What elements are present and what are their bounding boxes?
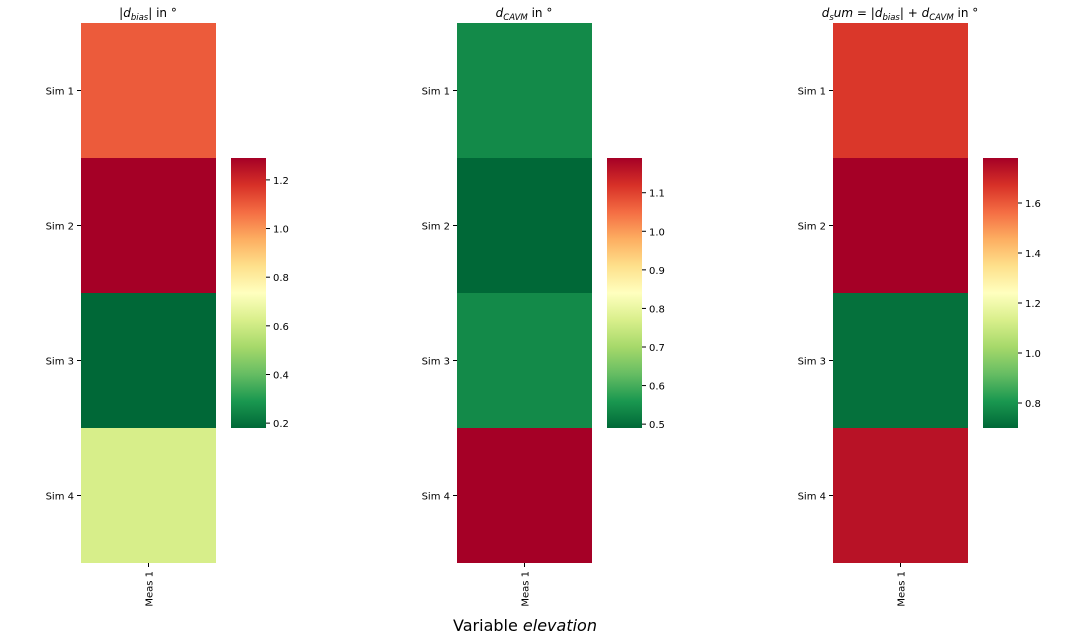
heatmap-cell (833, 158, 968, 293)
colorbar-tick-label: 1.6 (1025, 199, 1041, 210)
colorbar-tick-label: 1.1 (649, 189, 665, 200)
column-labels: Meas 1 (897, 563, 908, 607)
colorbar-tick-label: 1.2 (273, 176, 289, 187)
column-label: Meas 1 (897, 571, 908, 607)
heatmap-cell (457, 23, 592, 158)
heatmap-cell (833, 428, 968, 563)
colorbar-tick-label: 0.9 (649, 266, 665, 277)
heatmap-cell (81, 293, 216, 428)
colorbar-tick-label: 0.6 (273, 322, 289, 333)
figure-xlabel: Variable elevation (453, 616, 597, 635)
row-labels: Sim 1 Sim 2 Sim 3 Sim 4 (798, 87, 833, 503)
column-labels: Meas 1 (145, 563, 156, 607)
colorbar-gradient (607, 158, 642, 428)
column-label: Meas 1 (521, 571, 532, 607)
panel-title: |dbias| in ° (119, 6, 177, 23)
colorbar-tick-label: 0.2 (273, 419, 289, 430)
row-label: Sim 3 (798, 357, 826, 368)
row-label: Sim 2 (422, 222, 450, 233)
row-label: Sim 3 (422, 357, 450, 368)
colorbar-tick-label: 1.0 (649, 227, 665, 238)
colorbar-tick-label: 0.8 (273, 273, 289, 284)
heatmap-cell (457, 293, 592, 428)
colorbar-tick-label: 1.0 (1025, 349, 1041, 360)
heatmap-cell (81, 23, 216, 158)
row-label: Sim 2 (798, 222, 826, 233)
row-label: Sim 4 (46, 492, 74, 503)
colorbar-tick-label: 1.4 (1025, 249, 1041, 260)
colorbar-tick-label: 0.4 (273, 370, 289, 381)
colorbar-tick-label: 0.5 (649, 420, 665, 431)
heatmap-cell (457, 428, 592, 563)
colorbar-tick-label: 1.2 (1025, 299, 1041, 310)
panel-title: dsum = |dbias| + dCAVM in ° (822, 6, 979, 23)
heatmap-cells (457, 23, 592, 563)
colorbar: 0.8 1.0 1.2 1.4 1.6 (983, 158, 1041, 428)
heatmap-cell (833, 23, 968, 158)
heatmap-cell (81, 428, 216, 563)
row-label: Sim 1 (422, 87, 450, 98)
colorbar-tick-label: 0.8 (1025, 399, 1041, 410)
heatmap-cells (833, 23, 968, 563)
row-labels: Sim 1 Sim 2 Sim 3 Sim 4 (422, 87, 457, 503)
colorbar-tick-label: 1.0 (273, 225, 289, 236)
row-label: Sim 4 (798, 492, 826, 503)
heatmap-cell (833, 293, 968, 428)
column-label: Meas 1 (145, 571, 156, 607)
row-labels: Sim 1 Sim 2 Sim 3 Sim 4 (46, 87, 81, 503)
colorbar: 0.5 0.6 0.7 0.8 0.9 1.0 1.1 (607, 158, 665, 431)
heatmap-panel-2: dCAVM in ° Sim 1 Sim 2 Sim 3 Sim 4 Meas 1 0… (422, 6, 665, 607)
column-labels: Meas 1 (521, 563, 532, 607)
heatmap-cells (81, 23, 216, 563)
colorbar-gradient (983, 158, 1018, 428)
row-label: Sim 3 (46, 357, 74, 368)
colorbar-tick-label: 0.6 (649, 382, 665, 393)
heatmap-cell (81, 158, 216, 293)
heatmap-cell (457, 158, 592, 293)
colorbar-gradient (231, 158, 266, 428)
colorbar: 0.2 0.4 0.6 0.8 1.0 1.2 (231, 158, 289, 430)
colorbar-tick-label: 0.8 (649, 304, 665, 315)
row-label: Sim 1 (798, 87, 826, 98)
panel-title: dCAVM in ° (496, 6, 553, 23)
heatmap-panel-1: |dbias| in ° Sim 1 Sim 2 Sim 3 Sim 4 Meas 1… (46, 6, 289, 607)
colorbar-tick-label: 0.7 (649, 343, 665, 354)
row-label: Sim 4 (422, 492, 450, 503)
row-label: Sim 1 (46, 87, 74, 98)
row-label: Sim 2 (46, 222, 74, 233)
